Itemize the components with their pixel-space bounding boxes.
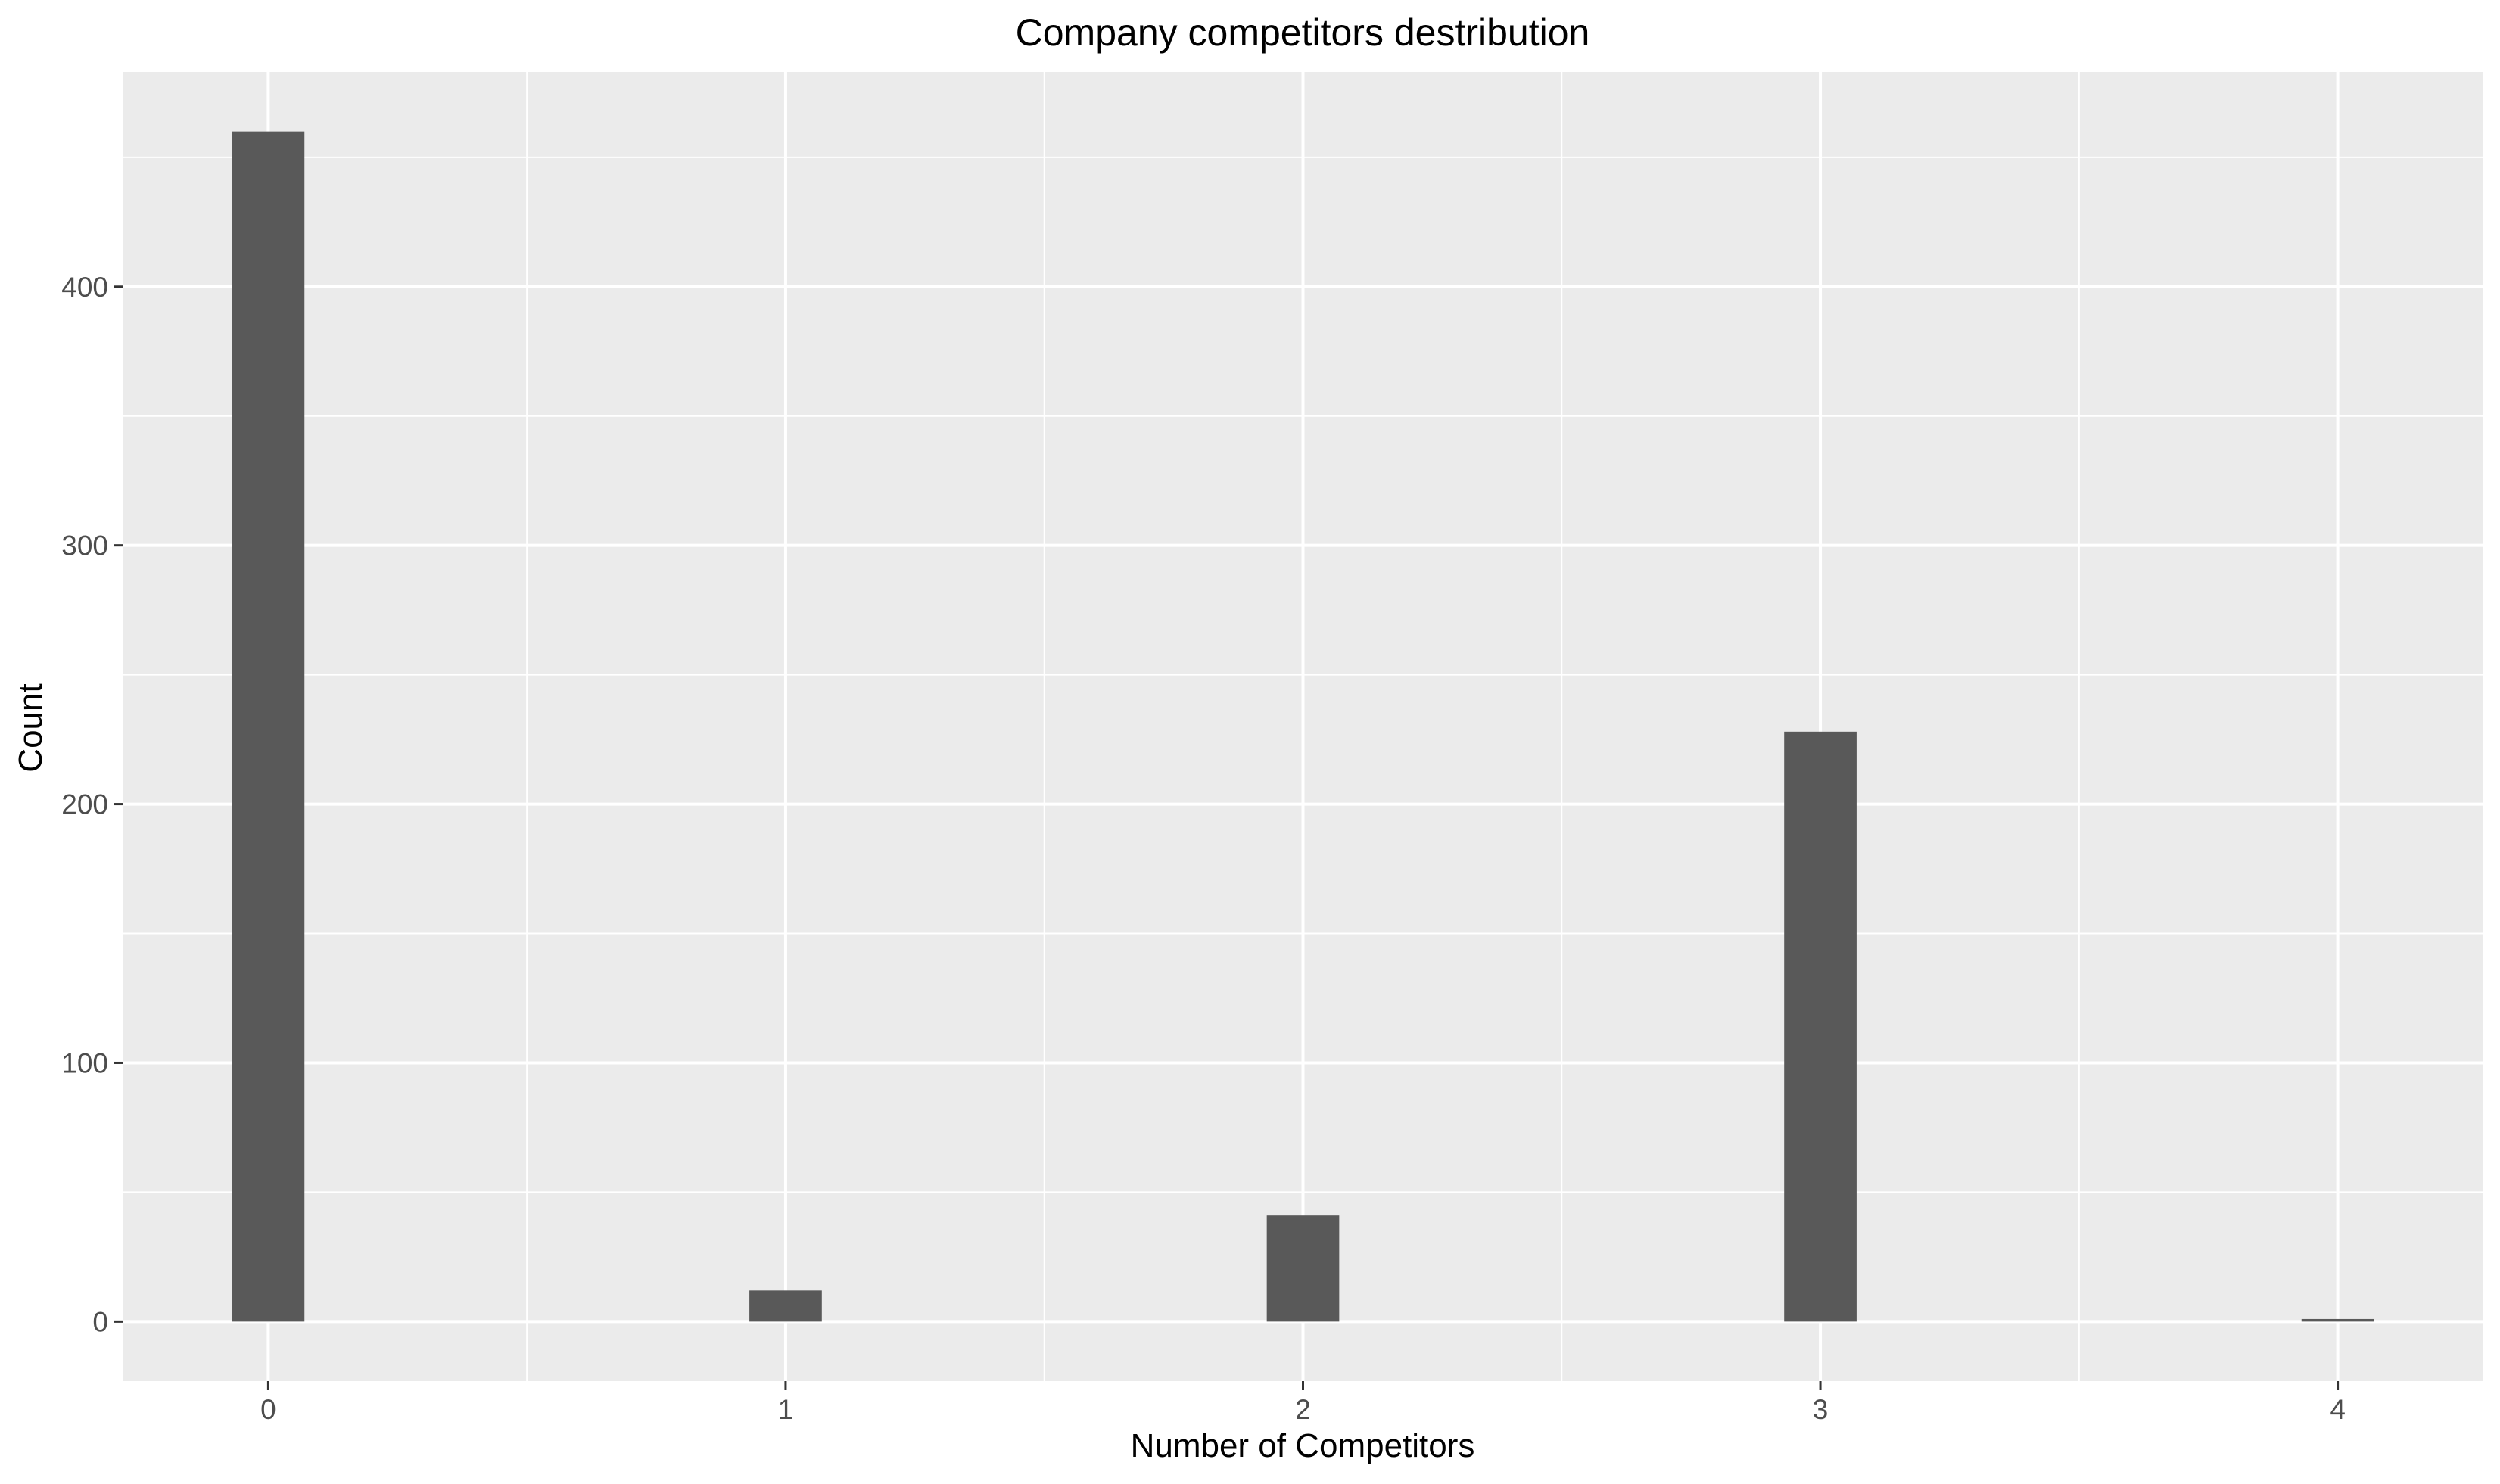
x-axis-label: Number of Competitors [1131, 1427, 1475, 1464]
x-tick-label: 3 [1813, 1394, 1829, 1425]
y-tick-label: 100 [61, 1047, 108, 1078]
y-tick-label: 400 [61, 272, 108, 303]
bar [1266, 1215, 1340, 1322]
bar [232, 131, 305, 1322]
y-tick-label: 200 [61, 789, 108, 820]
x-axis: 0 1 2 3 4 [260, 1381, 2346, 1425]
bar [1784, 731, 1857, 1322]
x-tick-label: 1 [778, 1394, 794, 1425]
y-axis-label: Count [12, 683, 49, 772]
bars [232, 131, 2374, 1322]
x-tick-label: 0 [260, 1394, 276, 1425]
x-tick-label: 2 [1295, 1394, 1311, 1425]
y-tick-label: 0 [92, 1306, 108, 1337]
bar [2301, 1318, 2374, 1322]
chart-title: Company competitors destribution [1016, 11, 1590, 54]
x-tick-label: 4 [2330, 1394, 2346, 1425]
y-tick-label: 300 [61, 530, 108, 562]
bar [749, 1290, 822, 1322]
y-axis: 0 100 200 300 400 [61, 272, 123, 1337]
